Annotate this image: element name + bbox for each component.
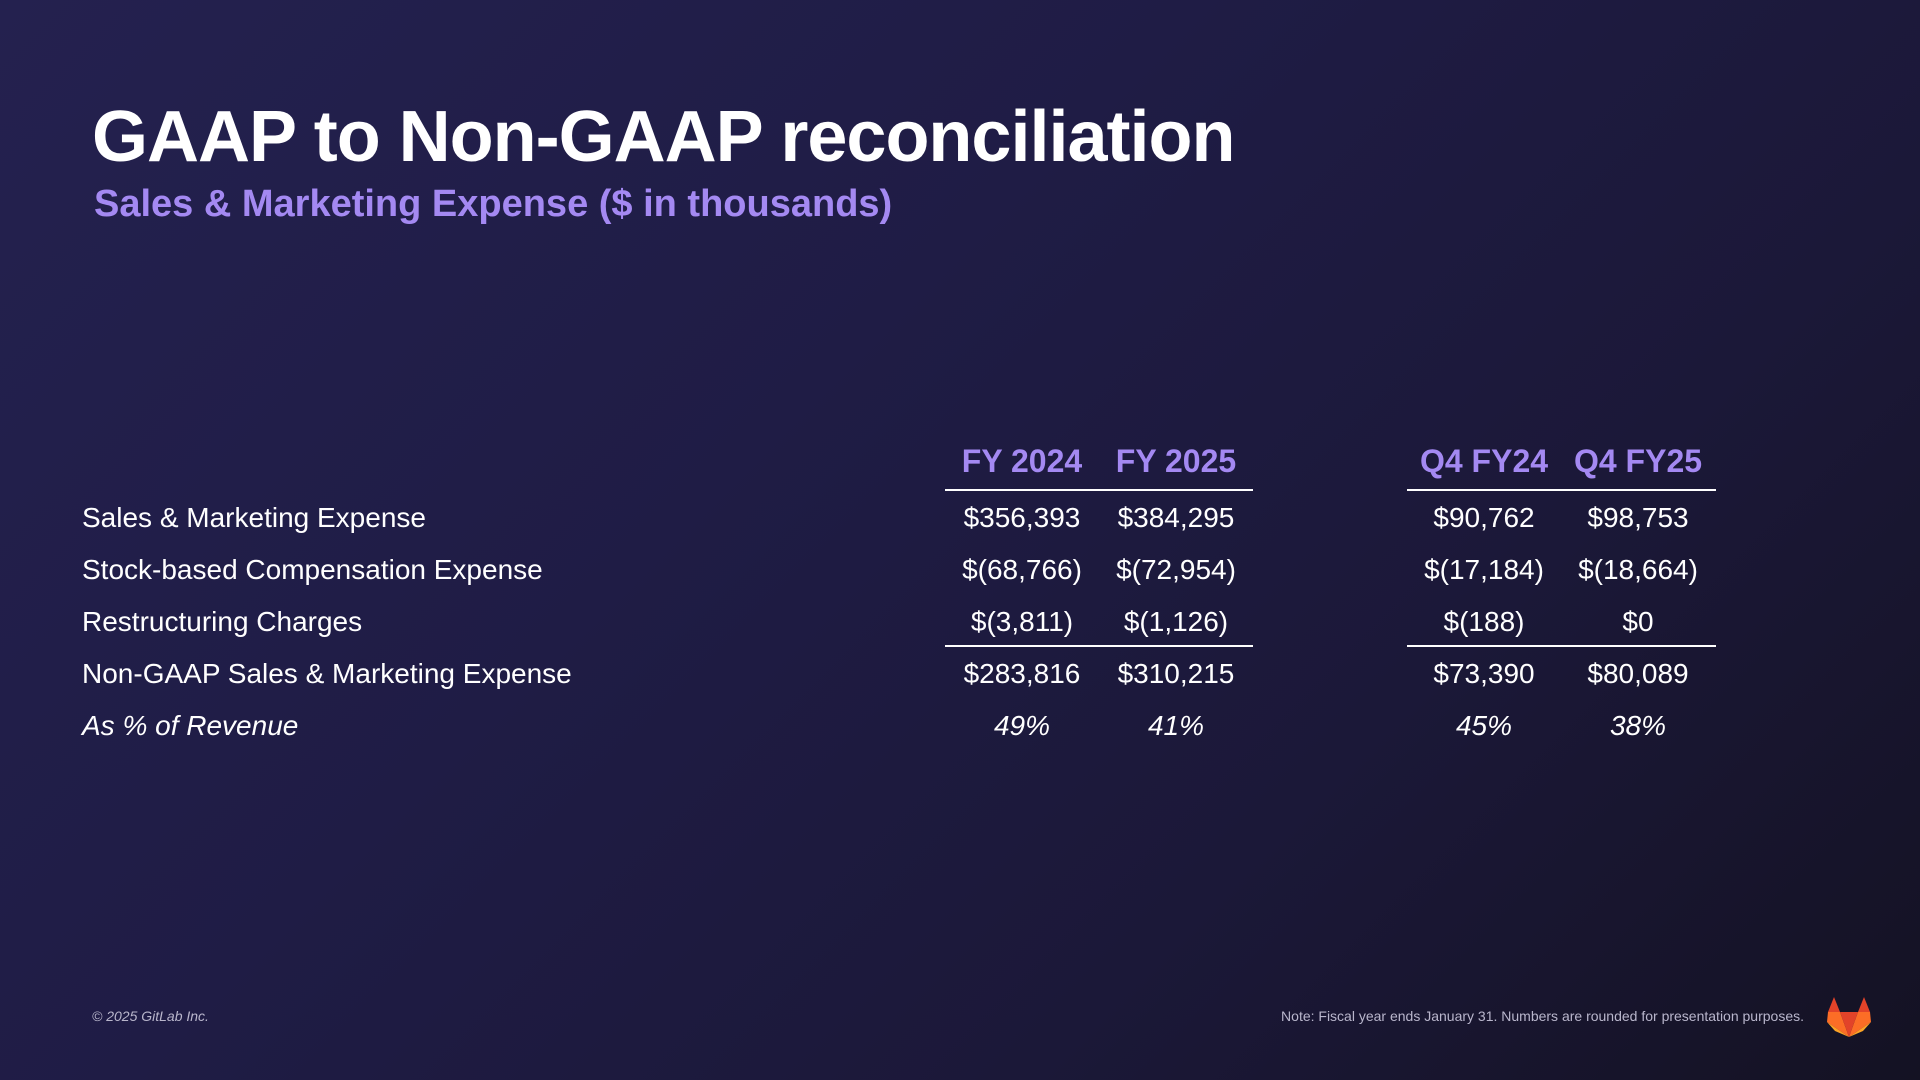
subtotal-rule-fy [945, 645, 1253, 647]
table-cell: 45% [1455, 710, 1513, 741]
table-cell: $(3,811) [970, 606, 1074, 637]
gitlab-tanuki-icon [1827, 997, 1871, 1037]
table-cell: $310,215 [1117, 658, 1235, 689]
copyright-text: © 2025 GitLab Inc. [92, 1008, 209, 1024]
slide-title: GAAP to Non-GAAP reconciliation [92, 97, 1235, 177]
table-cell: $90,762 [1433, 502, 1535, 533]
column-header-q4fy25: Q4 FY25 [1573, 443, 1703, 479]
table-cell: $(68,766) [962, 554, 1082, 585]
row-label: Sales & Marketing Expense [82, 502, 426, 533]
table-cell: 49% [993, 710, 1051, 741]
table-cell: $(18,664) [1578, 554, 1698, 585]
row-label: Restructuring Charges [82, 606, 363, 637]
logo-left-jaw [1827, 1022, 1849, 1037]
subtotal-rule-q4 [1407, 645, 1716, 647]
logo-center [1840, 1012, 1858, 1037]
table-cell: 38% [1609, 710, 1667, 741]
table-cell: $80,089 [1587, 658, 1689, 689]
row-label: Stock-based Compensation Expense [82, 554, 543, 585]
column-header-fy2025: FY 2025 [1115, 443, 1237, 479]
table-cell: $73,390 [1433, 658, 1535, 689]
footnote-text: Note: Fiscal year ends January 31. Numbe… [1281, 1008, 1804, 1024]
table-cell: 41% [1147, 710, 1205, 741]
table-cell: $0 [1622, 606, 1654, 637]
logo-right-jaw [1849, 1022, 1871, 1037]
table-cell: $(72,954) [1116, 554, 1236, 585]
header-rule-q4 [1407, 489, 1716, 491]
row-label: Non-GAAP Sales & Marketing Expense [82, 658, 572, 689]
table-cell: $(17,184) [1424, 554, 1544, 585]
slide-subtitle: Sales & Marketing Expense ($ in thousand… [94, 183, 893, 225]
header-rule-fy [945, 489, 1253, 491]
logo-right-cheek [1849, 1012, 1871, 1037]
table-cell: $(1,126) [1123, 606, 1229, 637]
table-cell: $98,753 [1587, 502, 1689, 533]
table-cell: $384,295 [1117, 502, 1235, 533]
table-cell: $356,393 [963, 502, 1081, 533]
table-cell: $(188) [1443, 606, 1525, 637]
logo-left-ear [1828, 997, 1840, 1012]
row-label: As % of Revenue [82, 710, 299, 741]
table-cell: $283,816 [963, 658, 1081, 689]
logo-left-cheek [1827, 1012, 1849, 1037]
logo-right-ear [1858, 997, 1870, 1012]
column-header-q4fy24: Q4 FY24 [1419, 443, 1549, 479]
column-header-fy2024: FY 2024 [961, 443, 1083, 479]
